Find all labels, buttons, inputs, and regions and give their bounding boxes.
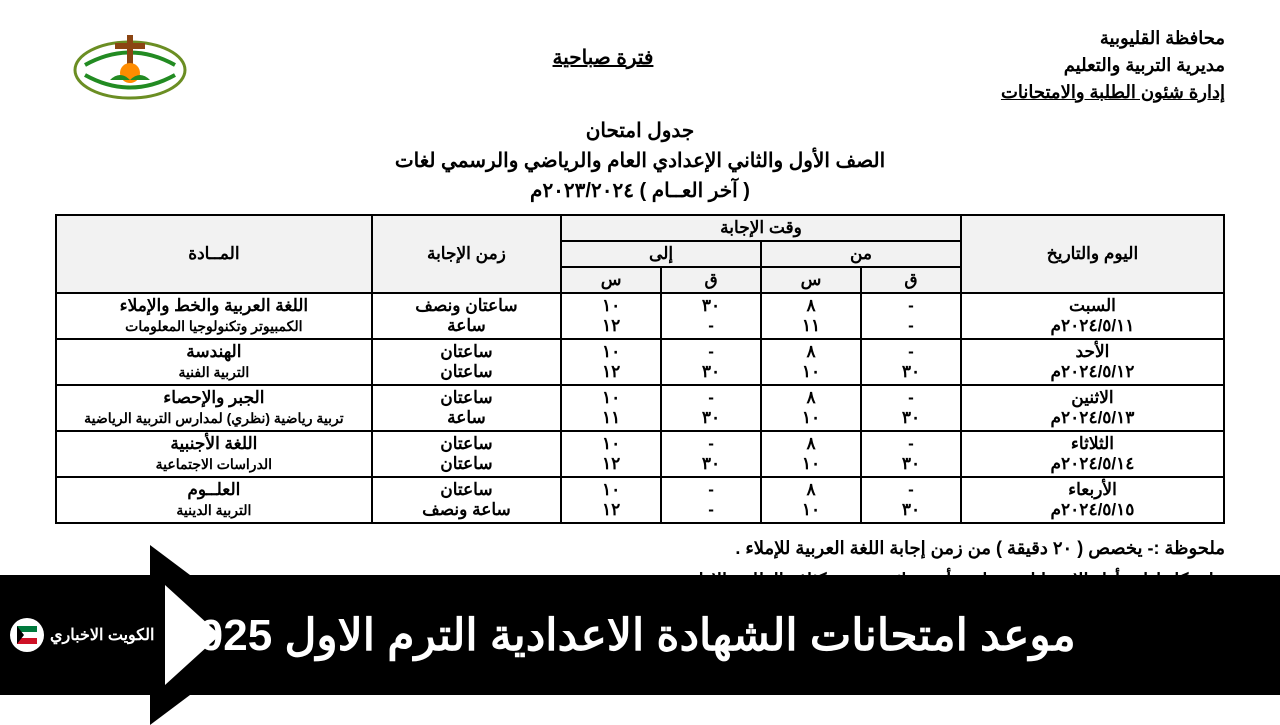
th-to-q: ق [661,267,761,293]
brand-text: الكويت الاخباري [50,625,154,645]
th-to-s: س [561,267,661,293]
cell-to-q: -٣٠ [661,385,761,431]
cell-to-q: ٣٠- [661,293,761,339]
th-from-q: ق [861,267,961,293]
cell-to-s: ١٠١٢ [561,293,661,339]
period-label: فترة صباحية [553,45,654,70]
cell-to-s: ١٠١٢ [561,339,661,385]
cell-to-s: ١٠١٢ [561,477,661,523]
cell-to-q: -٣٠ [661,431,761,477]
cell-from-s: ٨١٠ [761,431,861,477]
table-row: الأربعاء٢٠٢٤/٥/١٥م-٣٠٨١٠--١٠١٢ساعتانساعة… [56,477,1224,523]
cell-from-q: -٣٠ [861,385,961,431]
cell-subject: الجبر والإحصاءتربية رياضية (نظري) لمدارس… [56,385,372,431]
cell-from-q: -٣٠ [861,477,961,523]
cell-from-s: ٨١١ [761,293,861,339]
cell-from-s: ٨١٠ [761,339,861,385]
th-duration: زمن الإجابة [372,215,561,293]
cell-date: الأحد٢٠٢٤/٥/١٢م [961,339,1224,385]
cell-duration: ساعتان ونصفساعة [372,293,561,339]
cell-subject: اللغة العربية والخط والإملاءالكمبيوتر وت… [56,293,372,339]
title-block: جدول امتحان الصف الأول والثاني الإعدادي … [55,116,1225,206]
cell-from-q: -٣٠ [861,339,961,385]
title-line-3: ( آخر العــام ) ٢٠٢٣/٢٠٢٤م [55,176,1225,206]
cell-subject: اللغة الأجنبيةالدراسات الاجتماعية [56,431,372,477]
note-1: يخصص ( ٢٠ دقيقة ) من زمن إجابة اللغة الع… [735,538,1142,558]
brand-icon [10,618,44,652]
cell-duration: ساعتانساعة [372,385,561,431]
dept-name: إدارة شئون الطلبة والامتحانات [1001,79,1225,106]
banner-brand: الكويت الاخباري [10,618,154,652]
cell-date: الأربعاء٢٠٢٤/٥/١٥م [961,477,1224,523]
title-line-1: جدول امتحان [55,116,1225,146]
cell-to-s: ١٠١١ [561,385,661,431]
exam-schedule-table: اليوم والتاريخ وقت الإجابة زمن الإجابة ا… [55,214,1225,524]
cell-from-q: -- [861,293,961,339]
table-row: الأحد٢٠٢٤/٥/١٢م-٣٠٨١٠-٣٠١٠١٢ساعتانساعتان… [56,339,1224,385]
cell-subject: العلــومالتربية الدينية [56,477,372,523]
overlay-banner: موعد امتحانات الشهادة الاعدادية الترم ال… [0,575,1280,695]
banner-headline: موعد امتحانات الشهادة الاعدادية الترم ال… [0,610,1280,661]
table-row: الاثنين٢٠٢٤/٥/١٣م-٣٠٨١٠-٣٠١٠١١ساعتانساعة… [56,385,1224,431]
title-line-2: الصف الأول والثاني الإعدادي العام والريا… [55,146,1225,176]
authority-block: محافظة القليوبية مديرية التربية والتعليم… [1001,25,1225,106]
cell-to-s: ١٠١٢ [561,431,661,477]
cell-date: الاثنين٢٠٢٤/٥/١٣م [961,385,1224,431]
directorate-name: مديرية التربية والتعليم [1001,52,1225,79]
table-row: الثلاثاء٢٠٢٤/٥/١٤م-٣٠٨١٠-٣٠١٠١٢ساعتانساع… [56,431,1224,477]
gov-name: محافظة القليوبية [1001,25,1225,52]
table-row: السبت٢٠٢٤/٥/١١م--٨١١٣٠-١٠١٢ساعتان ونصفسا… [56,293,1224,339]
note-label: ملحوظة :- [1143,538,1226,558]
th-to: إلى [561,241,761,267]
cell-duration: ساعتانساعتان [372,339,561,385]
cell-duration: ساعتانساعتان [372,431,561,477]
th-date: اليوم والتاريخ [961,215,1224,293]
cell-to-q: -٣٠ [661,339,761,385]
th-time: وقت الإجابة [561,215,961,241]
cell-from-s: ٨١٠ [761,385,861,431]
cell-date: السبت٢٠٢٤/٥/١١م [961,293,1224,339]
cell-duration: ساعتانساعة ونصف [372,477,561,523]
governorate-logo [55,25,205,105]
cell-date: الثلاثاء٢٠٢٤/٥/١٤م [961,431,1224,477]
cell-from-s: ٨١٠ [761,477,861,523]
cell-to-q: -- [661,477,761,523]
th-subject: المــادة [56,215,372,293]
th-from: من [761,241,961,267]
cell-subject: الهندسةالتربية الفنية [56,339,372,385]
cell-from-q: -٣٠ [861,431,961,477]
th-from-s: س [761,267,861,293]
